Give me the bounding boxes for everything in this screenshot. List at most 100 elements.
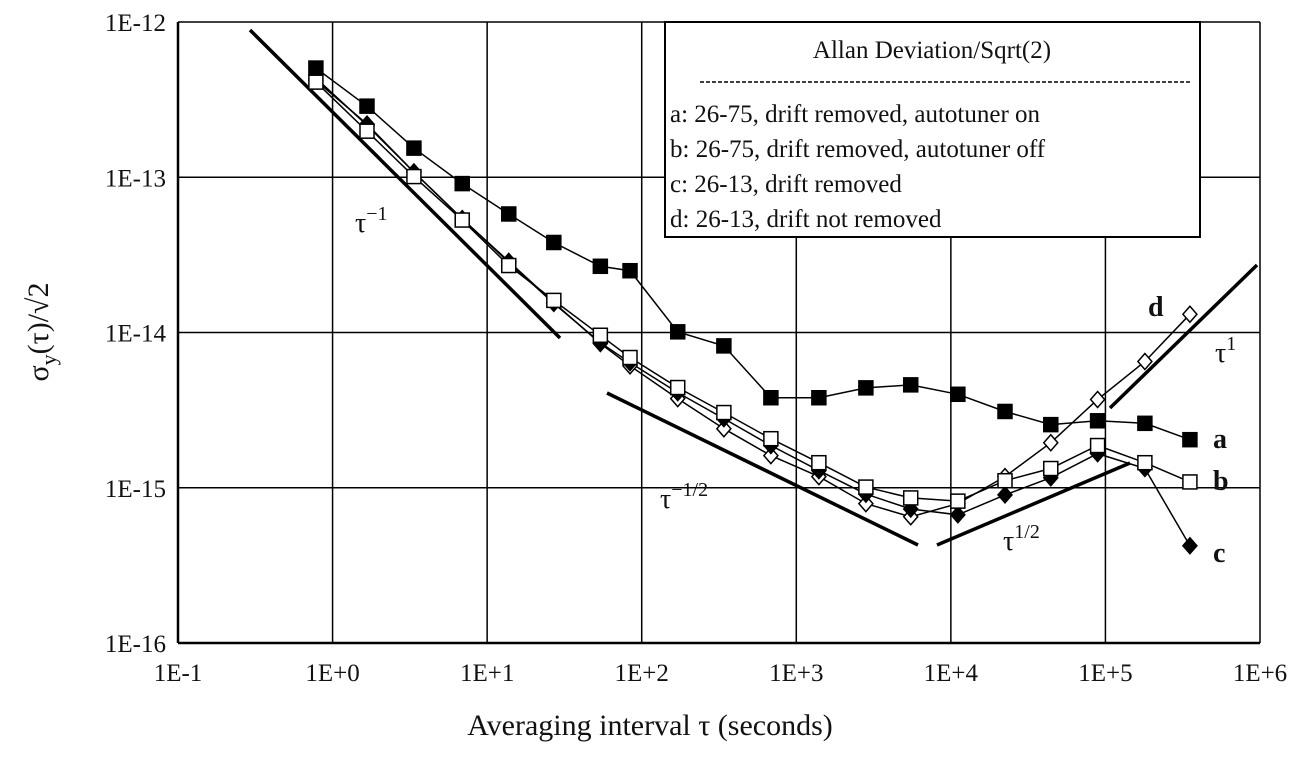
y-tick-label: 1E-14 <box>105 321 167 348</box>
y-tick-label: 1E-13 <box>105 165 166 192</box>
legend-entry: c: 26-13, drift removed <box>670 171 902 198</box>
legend-box <box>664 21 1201 238</box>
marker <box>546 292 562 309</box>
marker <box>1182 431 1198 448</box>
marker <box>592 258 609 275</box>
annotation-text: τ <box>355 208 366 239</box>
marker <box>902 490 919 506</box>
marker <box>622 349 638 366</box>
marker <box>858 380 874 396</box>
reference-line <box>936 461 1131 547</box>
marker <box>997 472 1013 489</box>
annotation: a <box>1213 424 1227 455</box>
marker <box>1136 352 1153 371</box>
x-tick-label: 1E+6 <box>1233 660 1287 687</box>
annotation: c <box>1213 538 1225 569</box>
marker <box>546 234 562 251</box>
x-tick-label: 1E+3 <box>769 660 823 687</box>
x-tick-label: 1E+1 <box>460 660 514 687</box>
annotation-text: τ <box>1215 338 1226 369</box>
marker <box>308 74 324 90</box>
marker <box>1042 433 1059 452</box>
marker <box>1181 305 1198 324</box>
legend: Allan Deviation/Sqrt(2) a: 26-75, drift … <box>664 21 1201 238</box>
marker <box>811 389 827 406</box>
y-tick-label: 1E-15 <box>105 476 166 503</box>
marker <box>715 419 732 438</box>
marker <box>996 485 1013 504</box>
annotation-text: c <box>1213 538 1225 569</box>
annotation-superscript: 1/2 <box>1014 521 1040 543</box>
marker <box>902 377 919 393</box>
marker <box>406 168 422 185</box>
marker <box>1043 416 1059 433</box>
x-tick-label: 1E+0 <box>305 660 359 687</box>
marker <box>454 175 470 192</box>
legend-entry: b: 26-75, drift removed, autotuner off <box>670 136 1046 163</box>
annotation: τ−1 <box>355 203 388 239</box>
annotation-superscript: −1 <box>366 203 387 225</box>
marker <box>406 140 422 156</box>
annotation: b <box>1213 466 1229 497</box>
marker <box>762 446 779 465</box>
annotation-text: τ <box>1003 526 1014 557</box>
marker <box>359 98 375 114</box>
marker <box>1137 415 1153 432</box>
marker <box>1181 536 1198 555</box>
marker <box>763 430 779 447</box>
marker <box>997 403 1013 420</box>
legend-title: Allan Deviation/Sqrt(2) <box>813 37 1051 64</box>
legend-entry: d: 26-13, drift not removed <box>670 206 942 233</box>
marker <box>1089 413 1106 429</box>
marker <box>669 379 686 396</box>
marker <box>763 389 779 406</box>
legend-entry: a: 26-75, drift removed, autotuner on <box>670 101 1041 128</box>
annotation: τ−1/2 <box>660 479 708 515</box>
annotation-text: a <box>1213 424 1227 455</box>
y-label-main: σ <box>22 365 55 381</box>
marker <box>858 479 874 495</box>
annotation-superscript: −1/2 <box>671 479 708 501</box>
series-group <box>307 60 1198 555</box>
marker <box>308 60 324 76</box>
y-label-sub: y <box>36 354 61 365</box>
marker <box>669 324 686 340</box>
y-tick-label: 1E-12 <box>105 10 166 37</box>
marker <box>716 338 732 354</box>
marker <box>949 505 966 524</box>
marker <box>592 327 609 344</box>
annotation: τ1/2 <box>1003 521 1040 557</box>
x-tick-label: 1E-1 <box>154 660 203 687</box>
reference-lines <box>248 28 1259 547</box>
marker <box>811 454 827 471</box>
x-tick-label: 1E+2 <box>615 660 669 687</box>
marker <box>1089 390 1106 409</box>
marker <box>1137 454 1153 471</box>
marker <box>622 262 638 279</box>
x-tick-label: 1E+4 <box>924 660 979 687</box>
annotation-superscript: 1 <box>1226 333 1236 355</box>
marker <box>857 494 874 513</box>
marker <box>359 123 375 139</box>
marker <box>1089 437 1106 454</box>
reference-line <box>248 28 562 340</box>
marker <box>501 206 517 222</box>
reference-line <box>1108 263 1259 410</box>
annotation: τ1 <box>1215 333 1236 369</box>
annotation-text: τ <box>660 484 671 515</box>
y-axis-label: σy(τ)/√2 <box>22 282 61 381</box>
annotation-text: d <box>1148 292 1164 323</box>
annotation: d <box>1148 292 1164 323</box>
marker <box>1182 474 1198 490</box>
x-axis-label: Averaging interval τ (seconds) <box>467 709 833 742</box>
y-tick-label: 1E-16 <box>105 631 166 658</box>
annotation-text: b <box>1213 466 1229 497</box>
marker <box>950 386 966 403</box>
marker <box>454 212 470 228</box>
x-tick-label: 1E+5 <box>1078 660 1132 687</box>
marker <box>716 404 732 421</box>
marker <box>501 257 517 274</box>
